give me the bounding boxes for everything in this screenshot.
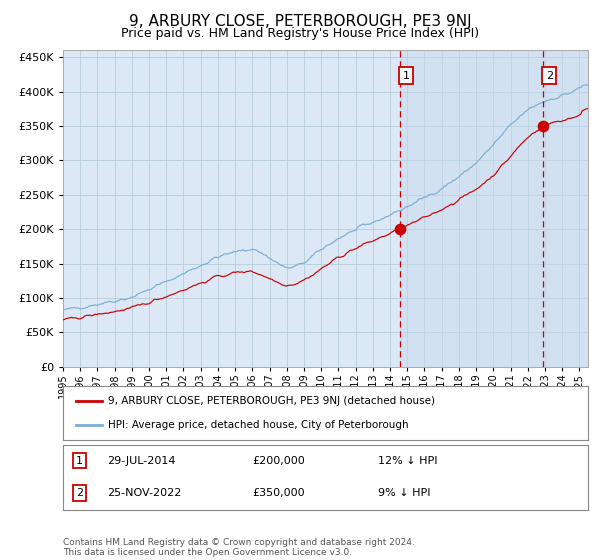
Text: £200,000: £200,000: [252, 456, 305, 466]
Text: 29-JUL-2014: 29-JUL-2014: [107, 456, 176, 466]
Point: [538, 122, 548, 130]
Text: 2: 2: [76, 488, 83, 498]
Text: 9, ARBURY CLOSE, PETERBOROUGH, PE3 9NJ: 9, ARBURY CLOSE, PETERBOROUGH, PE3 9NJ: [128, 14, 472, 29]
Text: £350,000: £350,000: [252, 488, 305, 498]
Text: 25-NOV-2022: 25-NOV-2022: [107, 488, 182, 498]
Text: 9% ↓ HPI: 9% ↓ HPI: [378, 488, 431, 498]
Text: 1: 1: [403, 71, 409, 81]
Text: Contains HM Land Registry data © Crown copyright and database right 2024.
This d: Contains HM Land Registry data © Crown c…: [63, 538, 415, 557]
Text: 2: 2: [546, 71, 553, 81]
Text: HPI: Average price, detached house, City of Peterborough: HPI: Average price, detached house, City…: [107, 420, 408, 430]
Text: 1: 1: [76, 456, 83, 466]
Text: 12% ↓ HPI: 12% ↓ HPI: [378, 456, 437, 466]
Text: Price paid vs. HM Land Registry's House Price Index (HPI): Price paid vs. HM Land Registry's House …: [121, 27, 479, 40]
Point: [395, 225, 404, 234]
Text: 9, ARBURY CLOSE, PETERBOROUGH, PE3 9NJ (detached house): 9, ARBURY CLOSE, PETERBOROUGH, PE3 9NJ (…: [107, 396, 434, 406]
